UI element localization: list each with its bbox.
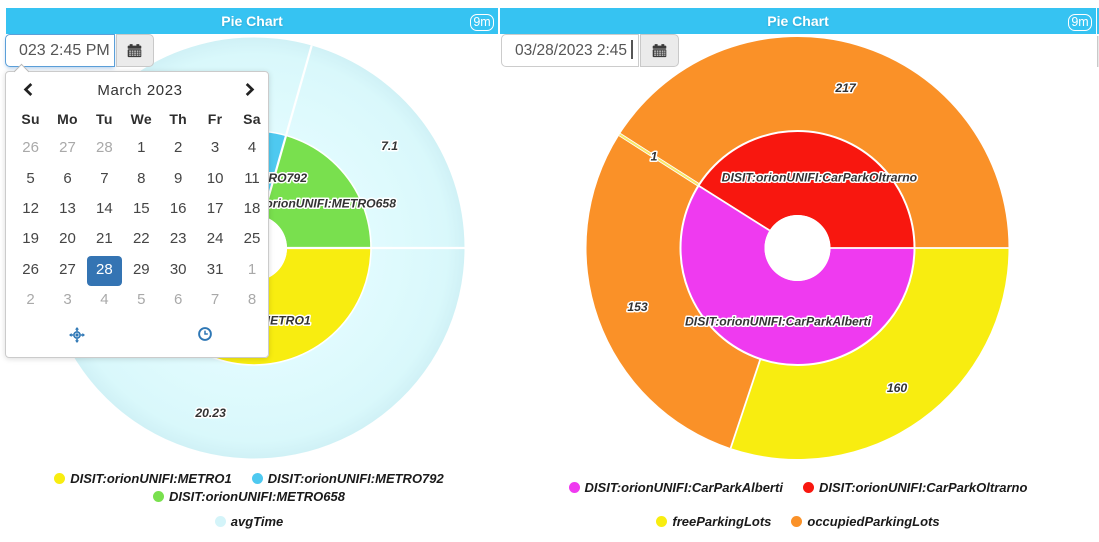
- svg-text:DISIT:orionUNIFI:METRO658: DISIT:orionUNIFI:METRO658: [231, 196, 396, 210]
- svg-text:153: 153: [627, 300, 648, 314]
- svg-text:DISIT:orionUNIFI:CarParkAlbert: DISIT:orionUNIFI:CarParkAlberti: [685, 315, 872, 329]
- svg-text:20.23: 20.23: [194, 406, 226, 420]
- svg-text:7.1: 7.1: [381, 139, 398, 153]
- svg-text:217: 217: [834, 81, 857, 95]
- svg-text:DISIT:orionUNIFI:CarParkOltrar: DISIT:orionUNIFI:CarParkOltrarno: [722, 171, 918, 185]
- svg-text:1: 1: [651, 150, 658, 164]
- svg-text:160: 160: [887, 381, 908, 395]
